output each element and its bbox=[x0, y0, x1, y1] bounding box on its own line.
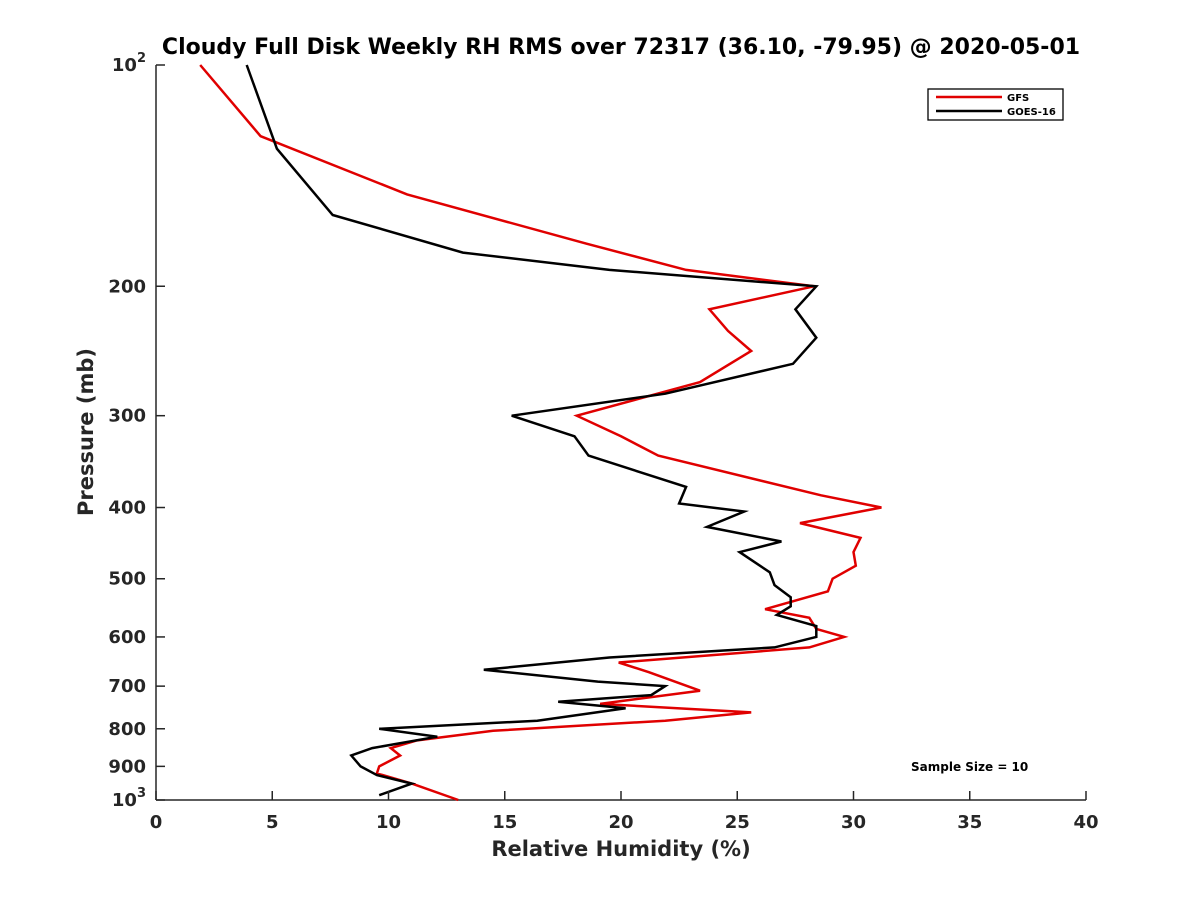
x-tick-label: 0 bbox=[150, 812, 163, 833]
sample-size-annotation: Sample Size = 10 bbox=[911, 760, 1028, 774]
x-tick-label: 25 bbox=[725, 812, 750, 833]
y-tick-label: 700 bbox=[108, 676, 146, 697]
y-tick-label: 200 bbox=[108, 276, 146, 297]
y-tick-label: 500 bbox=[108, 569, 146, 590]
y-tick-label: 300 bbox=[108, 406, 146, 427]
x-tick-label: 10 bbox=[376, 812, 401, 833]
y-tick-label: 900 bbox=[108, 756, 146, 777]
y-tick-label: 103 bbox=[112, 786, 146, 811]
plot-area: 0 5 10 15 20 25 30 35 40 102 200 300 400 500 600 700 80… bbox=[108, 51, 1098, 833]
y-tick-label: 102 bbox=[112, 51, 146, 76]
y-axis-label: Pressure (mb) bbox=[74, 348, 98, 516]
series-line-goes-16 bbox=[245, 64, 819, 797]
y-tick-label: 400 bbox=[108, 498, 146, 519]
legend-box bbox=[927, 88, 1064, 121]
series-line-gfs bbox=[199, 64, 882, 802]
legend-label-goes-16: GOES-16 bbox=[1007, 107, 1056, 118]
y-axis-ticks: 102 200 300 400 500 600 700 800 900 103 bbox=[108, 51, 165, 811]
chart-title: Cloudy Full Disk Weekly RH RMS over 7231… bbox=[162, 35, 1080, 60]
x-tick-label: 35 bbox=[957, 812, 982, 833]
x-tick-label: 5 bbox=[266, 812, 279, 833]
x-axis-label: Relative Humidity (%) bbox=[491, 837, 750, 861]
y-tick-label: 600 bbox=[108, 627, 146, 648]
x-tick-label: 15 bbox=[492, 812, 517, 833]
x-axis-ticks: 0 5 10 15 20 25 30 35 40 bbox=[150, 791, 1099, 833]
legend: GFS GOES-16 bbox=[927, 88, 1064, 121]
x-tick-label: 20 bbox=[608, 812, 633, 833]
series-layer bbox=[199, 64, 882, 802]
x-tick-label: 30 bbox=[841, 812, 866, 833]
x-tick-label: 40 bbox=[1073, 812, 1098, 833]
legend-label-gfs: GFS bbox=[1007, 93, 1029, 104]
y-tick-label: 800 bbox=[108, 719, 146, 740]
